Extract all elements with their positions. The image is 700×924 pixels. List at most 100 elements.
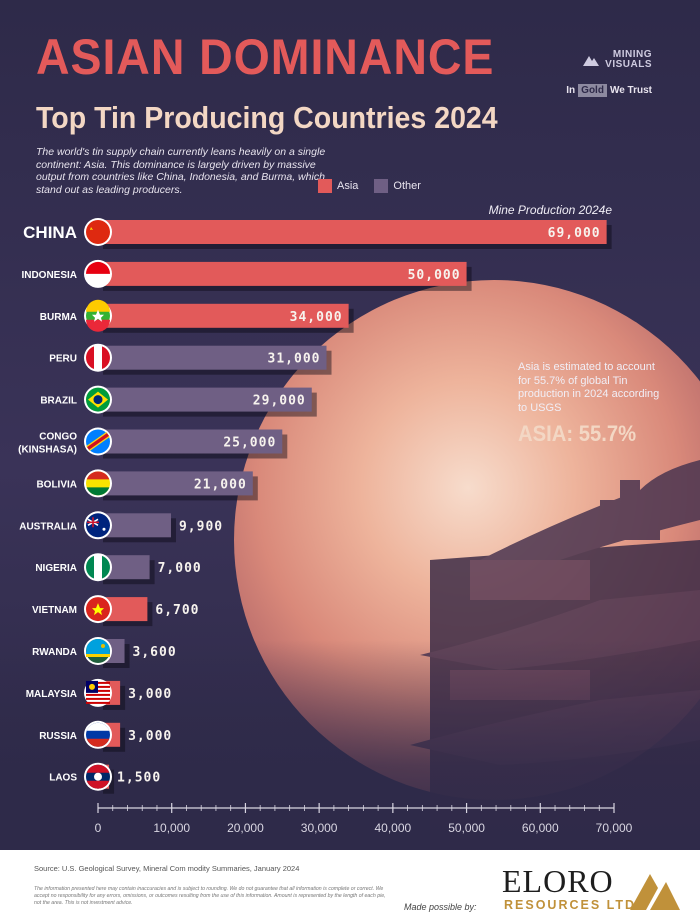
vietnam-flag xyxy=(84,595,112,624)
vietnam-flag-star xyxy=(92,603,104,616)
x-tick-label: 30,000 xyxy=(301,821,338,835)
peru-flag-right xyxy=(102,346,110,369)
brazil-flag xyxy=(84,385,112,414)
bar-value-label: 3,000 xyxy=(128,729,172,744)
bar-peru xyxy=(98,345,327,370)
bar-value-label: 21,000 xyxy=(194,477,247,492)
burma-flag-red xyxy=(86,319,110,332)
mountain-logo-icon xyxy=(583,56,600,66)
australia-flag-cross xyxy=(87,517,99,528)
australia-flag xyxy=(84,511,112,540)
rwanda-flag-blue xyxy=(86,639,110,654)
country-label: LAOS xyxy=(49,773,77,784)
legend-item-other: Other xyxy=(374,179,421,193)
mining-visuals-brand: MINING VISUALS In Gold We Trust xyxy=(566,50,652,97)
x-tick-label: 70,000 xyxy=(596,821,633,835)
bar-value-label: 1,500 xyxy=(117,771,161,786)
legend-swatch-asia xyxy=(318,179,332,193)
malaysia-flag-stripe xyxy=(86,693,110,696)
chart-subtitle: Top Tin Producing Countries 2024 xyxy=(36,100,498,135)
bolivia-flag-green xyxy=(86,487,110,496)
in-gold-we-trust: In Gold We Trust xyxy=(566,84,652,97)
burma-flag-star xyxy=(92,309,104,322)
peru-flag xyxy=(84,343,112,372)
bar-burma xyxy=(98,303,349,328)
legend-label-other: Other xyxy=(393,180,421,192)
mining-visuals-text: MINING VISUALS xyxy=(605,49,652,70)
china-flag-bg xyxy=(86,220,110,244)
x-tick-label: 60,000 xyxy=(522,821,559,835)
igwt-gold: Gold xyxy=(578,84,607,97)
chart-background xyxy=(0,0,700,850)
igwt-in: In xyxy=(566,85,576,96)
annotation-text: Asia is estimated to account for 55.7% o… xyxy=(518,361,660,414)
bar-china xyxy=(98,220,607,244)
country-label: NIGERIA xyxy=(35,563,77,574)
legend-label-asia: Asia xyxy=(337,180,359,192)
malaysia-flag-moon xyxy=(89,683,95,690)
x-tick-label: 40,000 xyxy=(375,821,412,835)
china-flag-star xyxy=(90,227,93,230)
nigeria-flag-right xyxy=(102,555,110,579)
chart-legend: Asia Other xyxy=(318,179,421,193)
country-label: INDONESIA xyxy=(21,270,77,281)
laos-flag-disc xyxy=(94,772,102,781)
laos-flag xyxy=(84,762,112,791)
source-text: Source: U.S. Geological Survey, Mineral … xyxy=(34,864,300,873)
axis-title: Mine Production 2024e xyxy=(488,203,612,217)
china-flag xyxy=(84,218,112,246)
malaysia-flag-stripe xyxy=(86,697,110,700)
sponsor-subtitle: RESOURCES LTD. xyxy=(504,898,642,912)
main-title: ASIAN DOMINANCE xyxy=(36,29,495,85)
bar-value-label: 6,700 xyxy=(155,603,199,618)
burma-flag xyxy=(84,299,112,332)
indonesia-flag-red xyxy=(86,261,110,274)
bar-value-label: 69,000 xyxy=(548,226,601,241)
bolivia-flag xyxy=(84,469,112,498)
annotation-highlight: ASIA: 55.7% xyxy=(518,421,637,446)
australia-flag-star xyxy=(102,527,106,531)
bar-value-label: 34,000 xyxy=(290,310,343,325)
disclaimer-text: The information presented here may conta… xyxy=(34,886,386,906)
russia-flag-white xyxy=(86,722,110,731)
indonesia-flag xyxy=(84,259,112,288)
legend-item-asia: Asia xyxy=(318,179,358,193)
country-label: (KINSHASA) xyxy=(18,445,77,456)
country-label: AUSTRALIA xyxy=(19,521,77,532)
bolivia-flag-red xyxy=(86,471,110,480)
country-label: RUSSIA xyxy=(39,731,77,742)
country-label: PERU xyxy=(49,354,77,365)
country-label: BURMA xyxy=(40,312,77,323)
sponsor-name: ELORO xyxy=(502,863,614,899)
bar-value-label: 7,000 xyxy=(158,561,202,576)
country-label: BRAZIL xyxy=(40,396,77,407)
bar-value-label: 9,900 xyxy=(179,519,223,534)
made-possible-text: Made possible by: xyxy=(404,902,477,912)
x-tick-label: 20,000 xyxy=(227,821,264,835)
burma-flag-yellow xyxy=(86,299,110,312)
malaysia-flag xyxy=(84,678,112,707)
nigeria-flag-left xyxy=(86,555,94,579)
bar-value-label: 25,000 xyxy=(223,436,276,451)
country-label: CHINA xyxy=(23,223,77,242)
russia-flag-red xyxy=(86,738,110,747)
laos-flag-bottom xyxy=(86,780,110,789)
nigeria-flag xyxy=(84,553,112,582)
igwt-we-trust: We Trust xyxy=(609,85,652,96)
country-label: RWANDA xyxy=(32,647,77,658)
legend-swatch-other xyxy=(374,179,389,193)
x-tick-label: 0 xyxy=(95,821,102,835)
bar-bolivia xyxy=(98,471,253,496)
x-tick-label: 50,000 xyxy=(448,821,485,835)
bar-value-label: 29,000 xyxy=(253,394,306,409)
intro-text: The world's tin supply chain currently l… xyxy=(36,146,326,196)
russia-flag xyxy=(84,720,112,749)
brazil-flag-globe xyxy=(93,395,103,405)
congo-flag xyxy=(84,427,112,456)
bar-indonesia xyxy=(98,261,467,286)
laos-flag-top xyxy=(86,764,110,773)
x-tick-label: 10,000 xyxy=(153,821,190,835)
country-label: MALAYSIA xyxy=(26,689,77,700)
congo-flag-red xyxy=(86,433,110,450)
bar-value-label: 3,000 xyxy=(128,687,172,702)
